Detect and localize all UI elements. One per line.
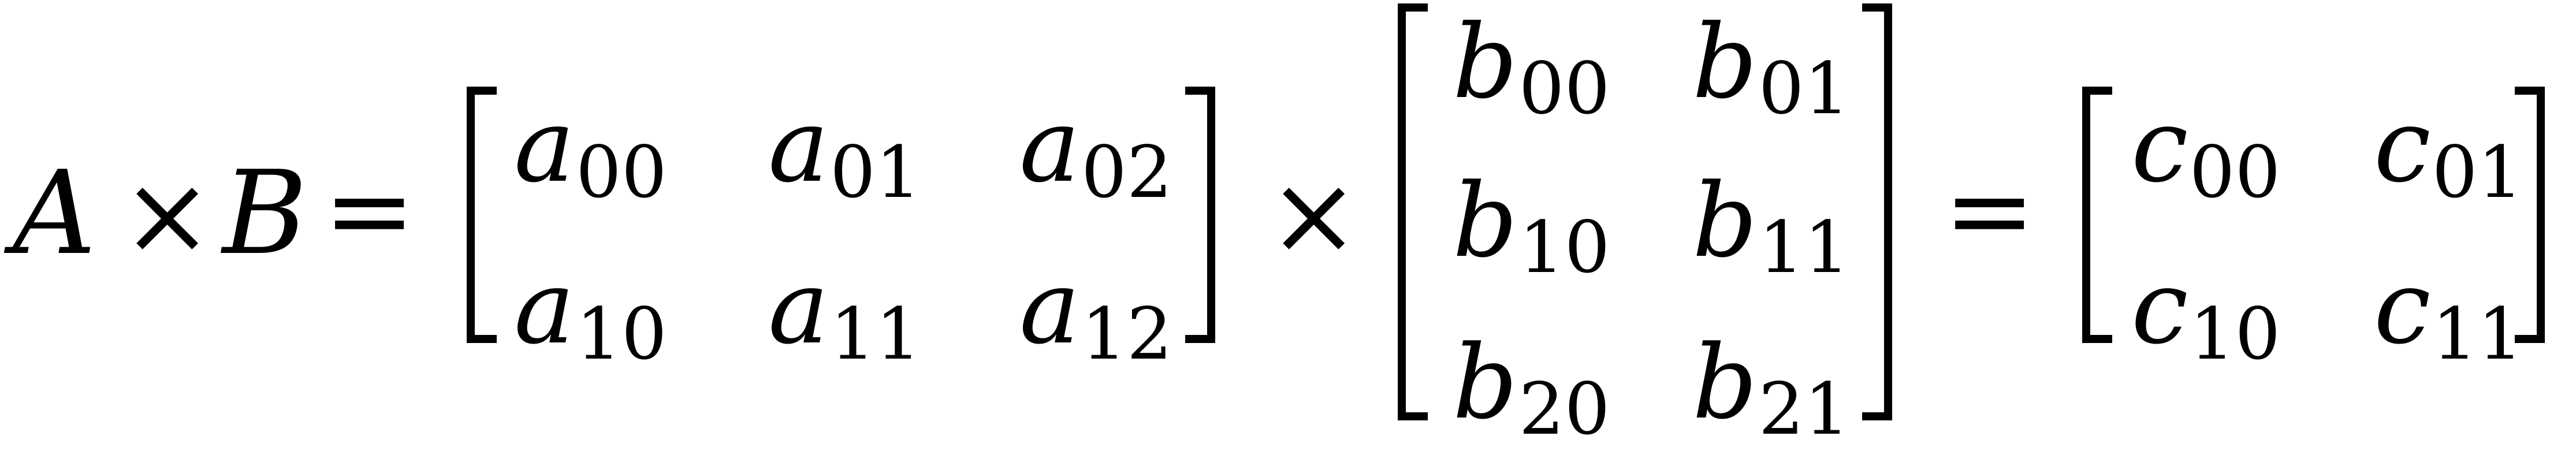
entry-base-symbol: b <box>1692 162 1758 280</box>
matrix-c-right-bracket <box>2515 87 2545 343</box>
matrix-c-entry-1-1: c11 <box>2374 257 2523 371</box>
entry-subscript: 10 <box>1518 206 1610 289</box>
entry-base-symbol: b <box>1692 323 1758 442</box>
matrix-b-entry-1-0: b10 <box>1453 170 1610 284</box>
entry-subscript: 01 <box>829 131 921 214</box>
matrix-b-right-bracket <box>1862 3 1892 420</box>
entry-base-symbol: c <box>2374 87 2431 205</box>
entry-base-symbol: a <box>1019 248 1080 367</box>
matrix-a-entry-0-1: a01 <box>768 95 921 209</box>
entry-base-symbol: c <box>2374 248 2431 367</box>
matrix-c-entry-0-0: c00 <box>2131 95 2280 209</box>
equals-operator-2: = <box>1944 147 2036 274</box>
matrix-b-entry-0-1: b01 <box>1692 12 1849 125</box>
entry-subscript: 00 <box>1518 47 1610 131</box>
matrix-product-equation: A × B = a00 a01 a02 a10 a11 a12 × b00 b01 b10 b1… <box>13 3 2545 445</box>
entry-subscript: 02 <box>1081 131 1172 214</box>
entry-base-symbol: c <box>2131 248 2188 367</box>
matrix-a-entry-0-0: a00 <box>514 95 667 209</box>
matrix-b-entry-2-0: b20 <box>1453 332 1610 446</box>
matrix-b-entry-2-1: b21 <box>1692 332 1849 446</box>
equals-operator-1: = <box>323 147 416 274</box>
entry-base-symbol: a <box>514 87 575 205</box>
times-operator-2: × <box>1268 151 1360 279</box>
entry-base-symbol: b <box>1453 162 1518 280</box>
matrix-b-entry-0-0: b00 <box>1453 12 1610 125</box>
entry-base-symbol: a <box>768 87 829 205</box>
matrix-c-entry-1-0: c10 <box>2131 257 2280 371</box>
entry-base-symbol: b <box>1692 3 1758 121</box>
matrix-a-right-bracket <box>1185 87 1215 343</box>
matrix-a-entry-1-2: a12 <box>1019 257 1172 371</box>
entry-subscript: 11 <box>2432 293 2523 376</box>
matrix-c-entry-0-1: c01 <box>2374 95 2523 209</box>
matrix-a-entry-1-1: a11 <box>768 257 921 371</box>
matrix-b-left-bracket <box>1398 3 1428 420</box>
entry-base-symbol: c <box>2131 87 2188 205</box>
entry-subscript: 10 <box>2189 293 2281 376</box>
entry-subscript: 21 <box>1758 368 1850 451</box>
entry-subscript: 00 <box>575 131 667 214</box>
entry-subscript: 01 <box>1758 47 1850 131</box>
entry-base-symbol: a <box>768 248 829 367</box>
lhs-symbol-a: A <box>13 146 96 281</box>
entry-subscript: 01 <box>2432 131 2523 214</box>
matrix-c-left-bracket <box>2082 87 2112 343</box>
entry-subscript: 00 <box>2189 131 2281 214</box>
entry-base-symbol: a <box>1019 87 1080 205</box>
lhs-symbol-b: B <box>222 146 307 281</box>
matrix-b-entry-1-1: b11 <box>1692 170 1849 284</box>
entry-base-symbol: b <box>1453 3 1518 121</box>
entry-subscript: 10 <box>575 293 667 376</box>
entry-subscript: 20 <box>1518 368 1610 451</box>
entry-subscript: 12 <box>1081 293 1172 376</box>
entry-subscript: 11 <box>1758 206 1850 289</box>
matrix-a-entry-1-0: a10 <box>514 257 667 371</box>
entry-base-symbol: b <box>1453 323 1518 442</box>
entry-base-symbol: a <box>514 248 575 367</box>
matrix-a-entry-0-2: a02 <box>1019 95 1172 209</box>
times-operator-1: × <box>121 151 214 279</box>
entry-subscript: 11 <box>829 293 921 376</box>
matrix-a-left-bracket <box>467 87 497 343</box>
